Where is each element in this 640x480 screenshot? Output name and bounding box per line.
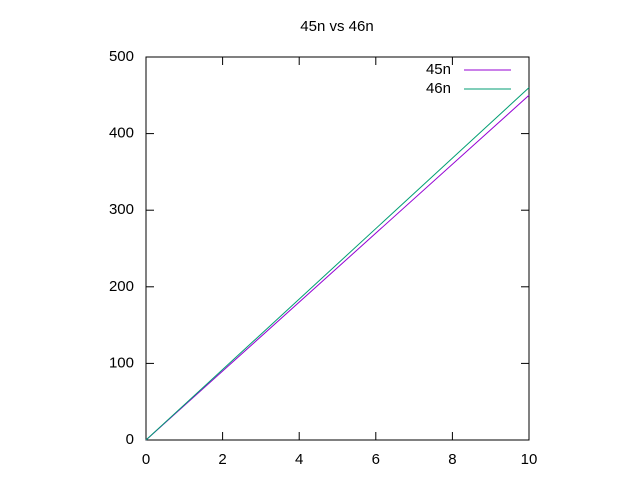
y-tick-label: 100: [109, 354, 134, 371]
series-line: [145, 87, 530, 441]
series-line: [145, 94, 530, 441]
x-tick-label: 10: [521, 451, 538, 468]
y-tick-label: 400: [109, 125, 134, 142]
legend-label: 45n: [426, 61, 451, 78]
y-tick-label: 300: [109, 201, 134, 218]
y-tick-label: 0: [126, 431, 134, 448]
y-tick-label: 500: [109, 48, 134, 65]
chart-title: 45n vs 46n: [300, 18, 373, 35]
x-tick-label: 4: [295, 451, 303, 468]
x-tick-label: 2: [218, 451, 226, 468]
x-tick-label: 8: [448, 451, 456, 468]
plot-border: [145, 56, 530, 441]
y-tick-label: 200: [109, 278, 134, 295]
legend-label: 46n: [426, 80, 451, 97]
x-tick-label: 0: [142, 451, 150, 468]
x-tick-label: 6: [372, 451, 380, 468]
